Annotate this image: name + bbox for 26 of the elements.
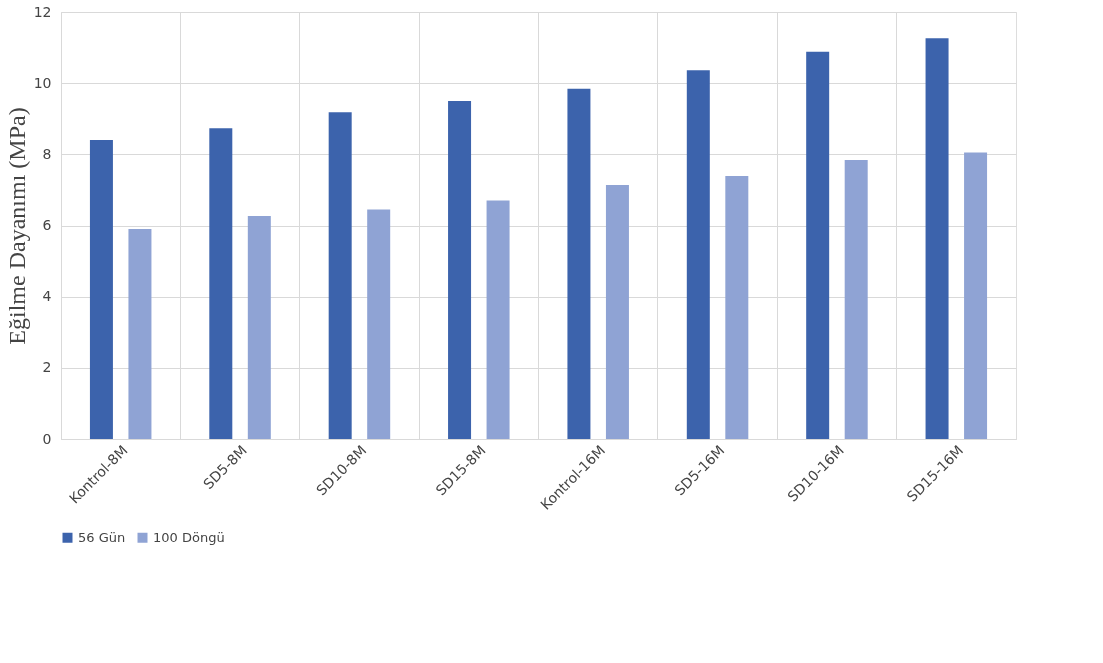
bar [964,152,988,439]
bar [686,70,710,439]
bar [328,112,352,439]
bar [486,200,510,439]
bar [844,160,868,439]
bar [89,140,113,439]
bar [806,51,830,439]
bar [247,215,271,439]
y-tick-label: 8 [42,145,52,162]
y-tick-label: 0 [42,430,52,447]
y-tick-label: 4 [42,288,52,305]
legend-label: 56 Gün [78,529,126,545]
bar [925,38,949,439]
bar [209,128,233,439]
y-tick-label: 10 [33,74,52,91]
y-tick-label: 12 [33,3,52,20]
bar [725,176,749,439]
bar [448,100,472,439]
y-tick-label: 2 [42,359,52,376]
bar [367,209,391,439]
y-tick-label: 6 [42,217,52,233]
legend-label: 100 Döngü [153,529,225,545]
bar [567,88,591,439]
y-axis-title: Eğilme Dayanımı (MPa) [3,107,30,345]
bar [605,184,629,439]
bar [128,229,152,439]
